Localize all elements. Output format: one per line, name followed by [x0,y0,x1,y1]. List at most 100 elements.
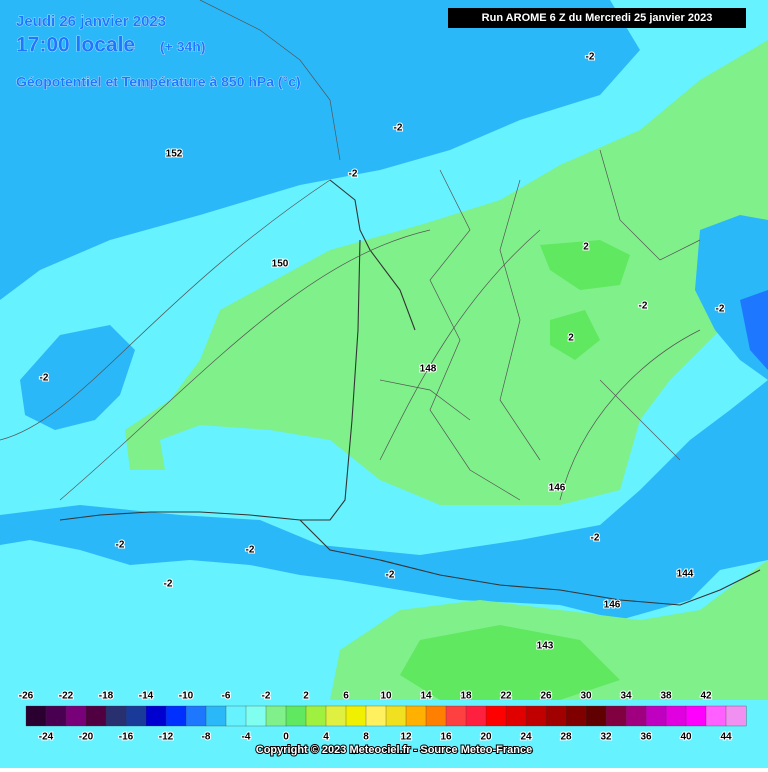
scale-swatch [145,705,167,727]
lead-time: (+ 34h) [160,39,206,55]
temperature-label: -2 [40,373,49,384]
region-border [199,0,701,501]
scale-swatch [325,705,347,727]
temperature-label: -2 [164,579,173,590]
scale-label: -20 [79,732,94,743]
mild-area [400,625,620,700]
scale-swatch [345,705,367,727]
scale-swatch [185,705,207,727]
scale-label: 42 [700,691,712,702]
temperature-label: -2 [349,169,358,180]
scale-label: 2 [303,691,309,702]
temperature-label: -2 [116,540,125,551]
color-scale: -26 -22 -18 -14 -10 -6 -2 2 6 10 14 18 22 26 30 34 38 42-… [18,690,747,744]
scale-label: 36 [640,732,652,743]
scale-label: -26 [19,691,34,702]
scale-label: 18 [460,691,472,702]
scale-swatch [685,705,707,727]
scale-swatch [465,705,487,727]
scale-label: -12 [159,732,174,743]
scale-swatch [85,705,107,727]
scale-swatch [725,705,747,727]
scale-label: -6 [222,691,231,702]
temperature-label: 2 [583,242,589,253]
mild-area [125,40,768,505]
scale-label: 12 [400,732,412,743]
cold-area [0,0,640,300]
contour-label: 143 [537,641,554,652]
scale-swatch [625,705,647,727]
contour-label: 148 [420,364,437,375]
scale-label: 26 [540,691,552,702]
scale-swatch [245,705,267,727]
contour-label: 146 [549,483,566,494]
temperature-label: -2 [246,545,255,556]
forecast-date: Jeudi 26 janvier 2023 [16,13,166,30]
field-name: Géopotentiel et Température à 850 hPa (°… [16,74,301,90]
scale-label: 14 [420,691,432,702]
scale-swatch [65,705,87,727]
scale-label: 38 [660,691,672,702]
scale-label: -24 [39,732,54,743]
scale-swatch [305,705,327,727]
scale-label: 10 [380,691,392,702]
scale-swatch [45,705,67,727]
scale-label: 34 [620,691,632,702]
scale-label: 0 [283,732,289,743]
scale-label: 30 [580,691,592,702]
contour-label: 150 [272,259,289,270]
scale-label: -18 [99,691,114,702]
cold-area [0,380,768,620]
scale-swatch [505,705,527,727]
scale-label: -16 [119,732,134,743]
contour-label: 152 [166,149,183,160]
scale-label: 4 [323,732,329,743]
scale-label: 28 [560,732,572,743]
scale-label: 22 [500,691,512,702]
scale-label: 44 [720,732,732,743]
scale-swatch [405,705,427,727]
temperature-label: -2 [586,52,595,63]
scale-label: 20 [480,732,492,743]
coastline [59,179,761,606]
scale-swatch [425,705,447,727]
scale-label: 16 [440,732,452,743]
temperature-label: -2 [639,301,648,312]
scale-swatch [285,705,307,727]
scale-swatch [485,705,507,727]
scale-swatch [265,705,287,727]
scale-swatch [445,705,467,727]
temperature-label: -2 [386,570,395,581]
scale-label: -2 [262,691,271,702]
scale-label: -8 [202,732,211,743]
scale-swatch [205,705,227,727]
scale-swatch [665,705,687,727]
forecast-time: 17:00 locale [16,34,135,57]
scale-swatch [125,705,147,727]
cold-area [20,325,135,430]
copyright: Copyright © 2023 Meteociel.fr - Source M… [256,744,532,756]
scale-swatch [225,705,247,727]
mild-area [550,310,600,360]
scale-label: 24 [520,732,532,743]
scale-label: -14 [139,691,154,702]
temperature-label: 2 [568,333,574,344]
scale-swatch [385,705,407,727]
scale-label: 8 [363,732,369,743]
scale-swatch [25,705,47,727]
scale-swatch [525,705,547,727]
scale-label: 32 [600,732,612,743]
scale-swatch [585,705,607,727]
run-info: Run AROME 6 Z du Mercredi 25 janvier 202… [482,12,713,24]
scale-swatch [105,705,127,727]
scale-label: 40 [680,732,692,743]
scale-swatch [705,705,727,727]
temperature-label: -2 [394,123,403,134]
scale-swatch [365,705,387,727]
temperature-label: -2 [591,533,600,544]
scale-label: -4 [242,732,251,743]
contour-label: 144 [677,569,694,580]
run-box [448,8,746,28]
